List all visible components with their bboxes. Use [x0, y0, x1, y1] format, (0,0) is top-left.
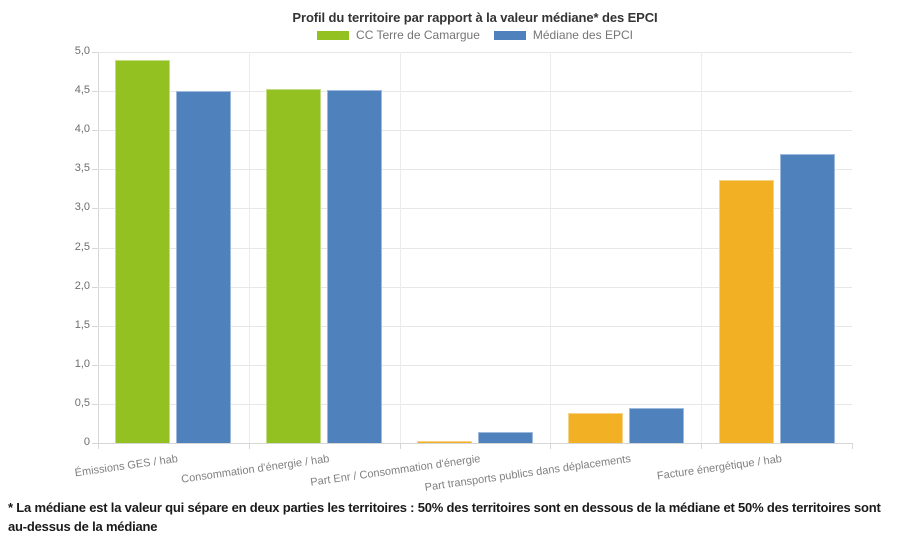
- y-axis-label: 2,0: [74, 280, 90, 292]
- legend: CC Terre de Camargue Médiane des EPCI: [98, 28, 852, 42]
- footnote: * La médiane est la valeur qui sépare en…: [8, 500, 881, 534]
- gridline-vertical: [400, 52, 401, 443]
- gridline-vertical: [701, 52, 702, 443]
- y-axis-label: 2,5: [74, 241, 90, 253]
- gridline-horizontal: [98, 208, 852, 209]
- bar[interactable]: [327, 90, 382, 443]
- y-axis-label: 3,0: [74, 201, 90, 213]
- y-axis-tick: [92, 130, 98, 131]
- legend-item-median[interactable]: Médiane des EPCI: [493, 28, 633, 42]
- bar[interactable]: [629, 408, 684, 443]
- gridline-horizontal: [98, 248, 852, 249]
- y-axis-tick: [92, 169, 98, 170]
- gridline-horizontal: [98, 404, 852, 405]
- y-axis-tick: [92, 248, 98, 249]
- y-axis-label: 1,5: [74, 319, 90, 331]
- y-axis-tick: [92, 443, 98, 444]
- legend-swatch-icon: [493, 30, 526, 40]
- bar[interactable]: [417, 441, 472, 443]
- y-axis-label: 0,5: [74, 397, 90, 409]
- gridline-horizontal: [98, 91, 852, 92]
- gridline-vertical: [550, 52, 551, 443]
- chart-title: Profil du territoire par rapport à la va…: [292, 10, 658, 25]
- bar-chart: Profil du territoire par rapport à la va…: [74, 10, 853, 494]
- y-axis-tick: [92, 208, 98, 209]
- x-axis-tick: [701, 444, 702, 449]
- gridline-horizontal: [98, 169, 852, 170]
- y-axis-label: 5,0: [74, 45, 90, 57]
- x-axis-label: Consommation d'énergie / hab: [179, 453, 330, 486]
- x-axis-tick: [249, 444, 250, 449]
- x-axis-tick: [400, 444, 401, 449]
- x-axis-line: [98, 443, 853, 444]
- x-axis-label: Facture énergétique / hab: [656, 453, 783, 483]
- gridline-horizontal: [98, 52, 852, 53]
- y-axis-label: 4,0: [74, 123, 90, 135]
- plot-area: [98, 52, 852, 443]
- bar[interactable]: [568, 413, 623, 443]
- y-axis-tick: [92, 52, 98, 53]
- y-axis-tick: [92, 326, 98, 327]
- y-axis-tick: [92, 91, 98, 92]
- bar[interactable]: [478, 432, 533, 443]
- y-axis-label: 4,5: [74, 84, 90, 96]
- x-axis-tick: [98, 444, 99, 449]
- y-axis-label: 1,0: [74, 358, 90, 370]
- y-axis-label: 0: [83, 436, 90, 448]
- y-axis-label: 3,5: [74, 162, 90, 174]
- legend-label: Médiane des EPCI: [532, 28, 633, 42]
- y-axis-tick: [92, 365, 98, 366]
- legend-item-territory[interactable]: CC Terre de Camargue: [317, 28, 480, 42]
- y-axis-tick: [92, 404, 98, 405]
- x-axis-tick: [550, 444, 551, 449]
- x-axis-tick: [852, 444, 853, 449]
- gridline-vertical: [249, 52, 250, 443]
- gridline-horizontal: [98, 326, 852, 327]
- bar[interactable]: [115, 60, 170, 443]
- gridline-horizontal: [98, 365, 852, 366]
- gridline-horizontal: [98, 287, 852, 288]
- gridline-horizontal: [98, 130, 852, 131]
- bar[interactable]: [176, 91, 231, 443]
- bar[interactable]: [780, 154, 835, 443]
- legend-label: CC Terre de Camargue: [356, 28, 480, 42]
- y-axis-line: [98, 52, 99, 443]
- y-axis-tick: [92, 287, 98, 288]
- bar[interactable]: [719, 180, 774, 443]
- legend-swatch-icon: [317, 30, 350, 40]
- bar[interactable]: [266, 89, 321, 443]
- x-axis-label: Émissions GES / hab: [74, 453, 179, 480]
